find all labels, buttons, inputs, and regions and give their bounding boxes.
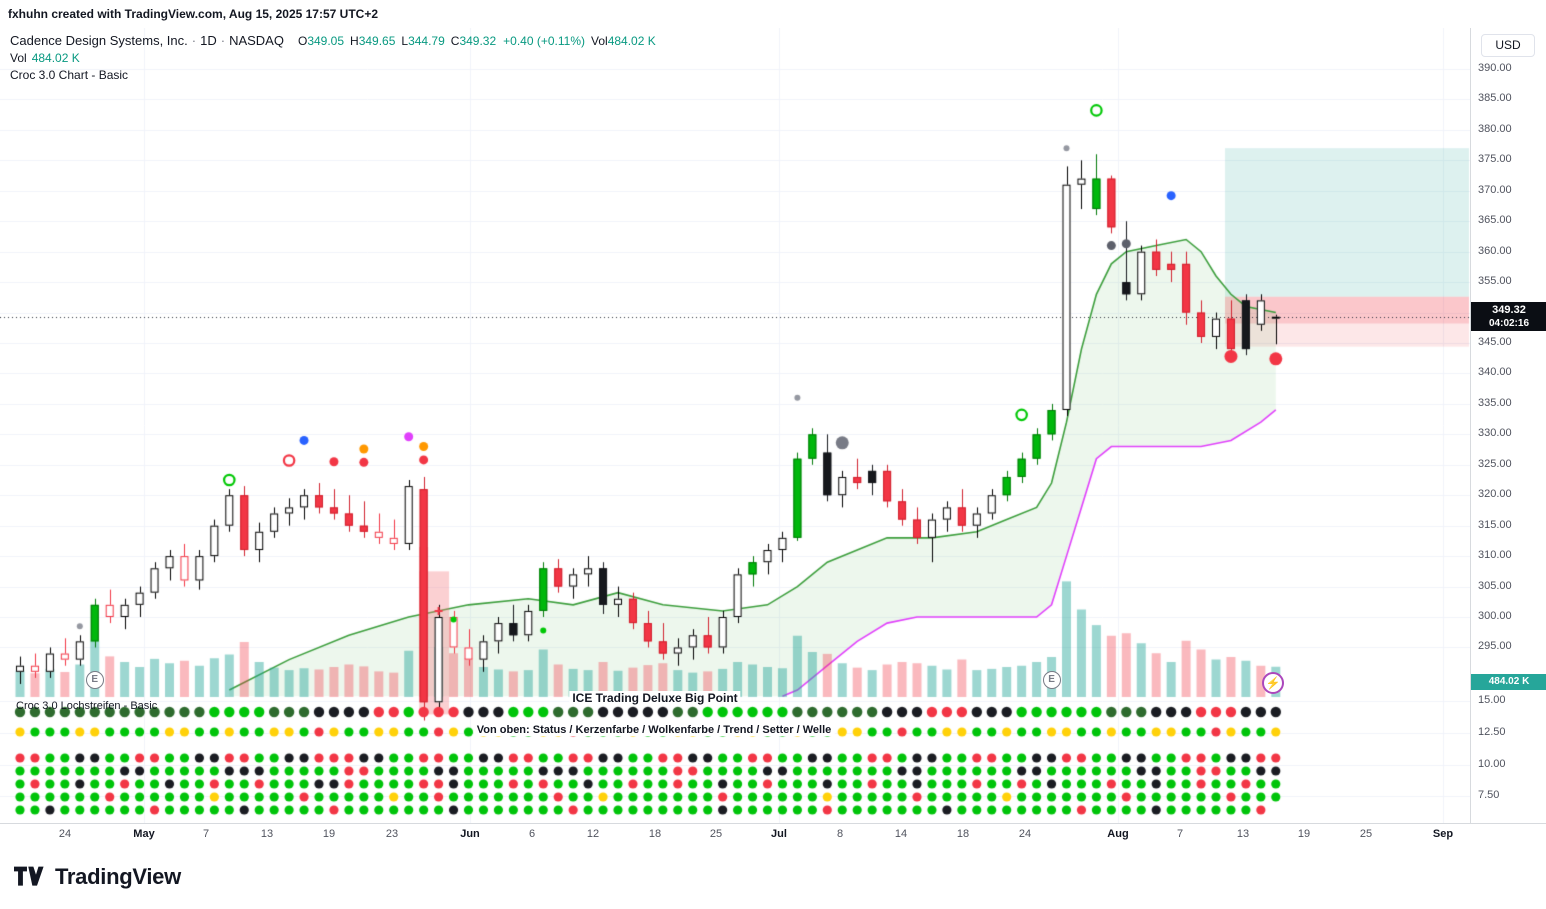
price-tick: 375.00 [1478, 153, 1512, 166]
croc-pane-label[interactable]: Croc 3.0 Lochstreifen - Basic [16, 700, 158, 712]
indicator-tick: 10.00 [1478, 757, 1506, 770]
earnings-icon[interactable]: E [85, 671, 104, 689]
time-axis-label: Jun [460, 828, 480, 840]
price-tick: 315.00 [1478, 518, 1512, 531]
time-axis-label: 7 [202, 828, 210, 840]
price-tick: 345.00 [1478, 336, 1512, 348]
footer: TradingView [0, 845, 1546, 909]
time-axis-label: 25 [1359, 828, 1373, 840]
time-axis-label: 24 [58, 828, 72, 840]
time-axis-label: 19 [1297, 828, 1311, 840]
high-value: 349.65 [358, 34, 396, 48]
vol-label: Vol [591, 34, 608, 48]
legend-separator: · [220, 33, 226, 48]
lightning-icon: ⚡ [1265, 676, 1281, 690]
price-tick: 385.00 [1478, 92, 1512, 105]
price-tick: 340.00 [1478, 366, 1512, 379]
volume-row-label: Vol [10, 51, 27, 65]
price-tick: 380.00 [1478, 122, 1512, 135]
price-tick: 330.00 [1478, 427, 1512, 440]
price-tick: 305.00 [1478, 579, 1512, 592]
indicator-row[interactable]: Croc 3.0 Chart - Basic [10, 68, 129, 82]
ice-indicator-label[interactable]: ICE Trading Deluxe Big Point [569, 691, 741, 705]
time-axis-label: 14 [894, 828, 908, 840]
price-tick: 300.00 [1478, 610, 1512, 622]
ohlc-values: O349.05 H349.65 L344.79 C349.32 +0.40 (+0.11… [292, 33, 656, 48]
flash-icon[interactable]: ⚡ [1262, 672, 1284, 694]
currency-chip[interactable]: USD [1481, 34, 1535, 57]
time-axis-label: 24 [1018, 828, 1032, 840]
time-axis-label: 7 [1176, 828, 1184, 840]
interval-label[interactable]: 1D [200, 33, 217, 48]
exchange-label[interactable]: NASDAQ [229, 33, 284, 48]
time-axis-label: 19 [322, 828, 336, 840]
price-tick: 310.00 [1478, 549, 1512, 562]
chart-area: Cadence Design Systems, Inc. · 1D · NASDAQ O3… [0, 28, 1546, 823]
time-axis[interactable]: 24 May 7 13 19 23 Jun 6 12 18 25 Jul 8 14 18 24 Aug 7 13 19… [0, 823, 1546, 845]
price-axis[interactable]: USD 349.32 04:02:16 484.02 K 390.00 385.0… [1470, 28, 1546, 823]
time-axis-label: 18 [956, 828, 970, 840]
open-label: O [297, 34, 308, 48]
chart-legend: Cadence Design Systems, Inc. · 1D · NASDAQ O3… [10, 32, 656, 84]
price-tick: 335.00 [1478, 396, 1512, 409]
low-value: 344.79 [408, 34, 445, 48]
change-value: +0.40 (+0.11%) [503, 34, 585, 48]
time-axis-label: Sep [1432, 828, 1454, 840]
last-price-badge: 349.32 04:02:16 [1471, 301, 1546, 331]
indicator-tick: 7.50 [1478, 789, 1500, 802]
volume-row[interactable]: Vol 484.02 K [10, 50, 656, 67]
time-axis-label: 18 [648, 828, 662, 840]
vol-value: 484.02 K [607, 34, 656, 48]
time-axis-label: 13 [1236, 828, 1250, 840]
close-value: 349.32 [459, 34, 497, 48]
low-label: L [401, 34, 409, 48]
indicator-tick: 12.50 [1478, 725, 1506, 738]
chart-canvas[interactable] [0, 28, 1470, 823]
price-tick: 325.00 [1478, 457, 1512, 470]
time-axis-label: 13 [260, 828, 274, 840]
time-axis-label: 12 [586, 828, 600, 840]
rows-legend-label: Von oben: Status / Kerzenfarbe / Wolkenf… [473, 724, 835, 736]
tradingview-logo-icon[interactable] [14, 865, 46, 889]
time-axis-label: 25 [709, 828, 723, 840]
bar-countdown: 04:02:16 [1488, 317, 1530, 329]
volume-badge: 484.02 K [1471, 674, 1546, 690]
price-tick: 390.00 [1478, 62, 1512, 74]
close-label: C [450, 34, 460, 48]
attribution-text: fxhuhn created with TradingView.com, Aug… [8, 7, 379, 21]
time-axis-label: 6 [528, 828, 536, 840]
price-tick: 365.00 [1478, 214, 1512, 227]
tradingview-logo-text[interactable]: TradingView [55, 864, 181, 889]
price-tick: 320.00 [1478, 488, 1512, 501]
price-tick: 295.00 [1478, 640, 1512, 653]
price-tick: 370.00 [1478, 183, 1512, 196]
earnings-icon[interactable]: E [1042, 671, 1061, 689]
time-axis-label: 8 [836, 828, 844, 840]
volume-row-value: 484.02 K [31, 51, 80, 65]
symbol-title[interactable]: Cadence Design Systems, Inc. [10, 33, 188, 48]
symbol-row: Cadence Design Systems, Inc. · 1D · NASDAQ O3… [10, 32, 656, 50]
indicator-tick: 15.00 [1478, 694, 1506, 706]
last-price-value: 349.32 [1492, 303, 1526, 316]
time-axis-label: May [133, 828, 155, 840]
legend-separator: · [191, 33, 197, 48]
price-tick: 355.00 [1478, 275, 1512, 288]
price-tick: 360.00 [1478, 244, 1512, 257]
time-axis-label: Jul [771, 828, 787, 840]
time-axis-label: 23 [385, 828, 399, 840]
high-label: H [350, 34, 359, 48]
open-value: 349.05 [307, 34, 345, 48]
time-axis-label: Aug [1107, 828, 1129, 840]
